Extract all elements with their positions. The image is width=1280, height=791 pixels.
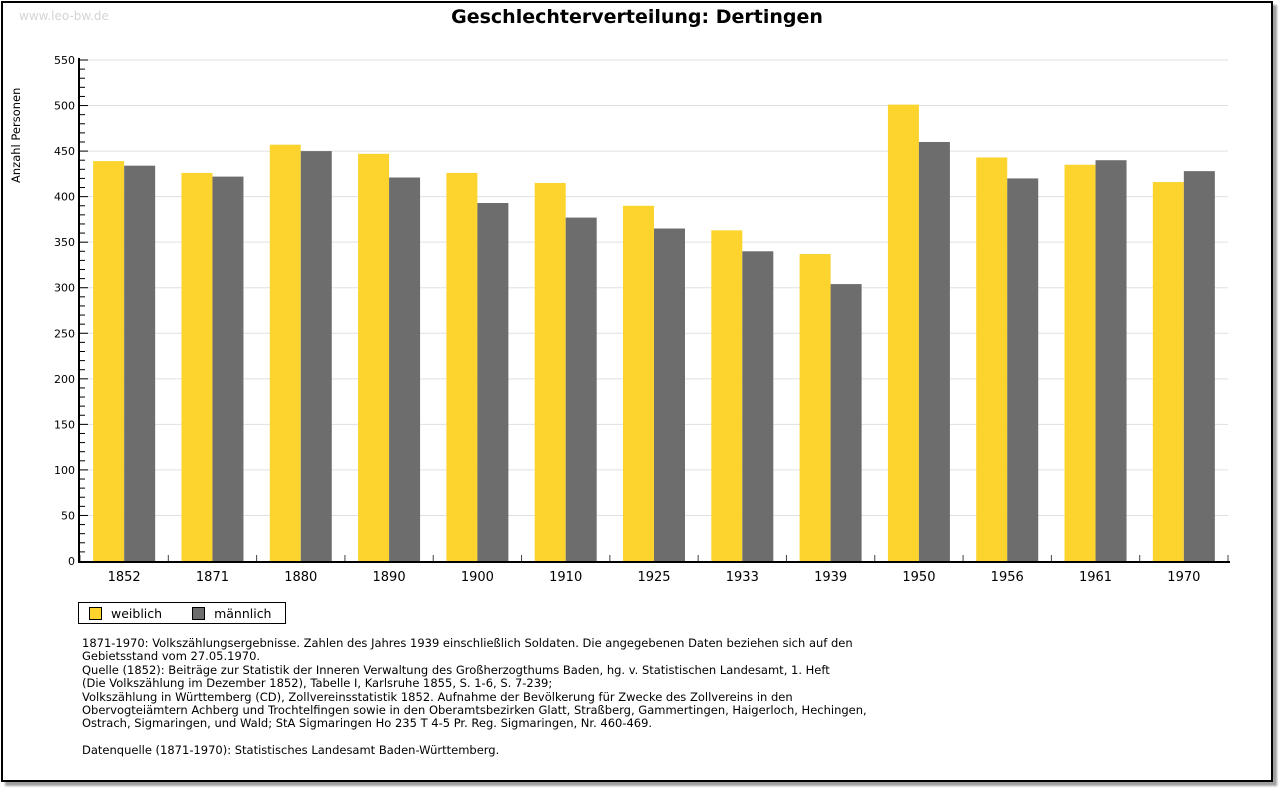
y-tick-label: 300 bbox=[54, 282, 75, 295]
y-tick-label: 400 bbox=[54, 191, 75, 204]
y-tick-label: 250 bbox=[54, 327, 75, 340]
x-tick-label: 1871 bbox=[196, 570, 229, 585]
x-tick-label: 1925 bbox=[637, 570, 670, 585]
y-tick-label: 350 bbox=[54, 236, 75, 249]
bar-weiblich-1880 bbox=[269, 144, 301, 561]
x-tick-label: 1933 bbox=[726, 570, 759, 585]
legend-label-maennlich: männlich bbox=[214, 605, 272, 621]
y-tick-label: 0 bbox=[68, 555, 75, 568]
x-tick-label: 1910 bbox=[549, 570, 582, 585]
bar-männlich-1880 bbox=[300, 151, 332, 561]
y-tick-label: 550 bbox=[54, 54, 75, 67]
bar-männlich-1950 bbox=[918, 141, 950, 561]
bar-weiblich-1852 bbox=[93, 161, 125, 562]
bar-weiblich-1961 bbox=[1064, 164, 1096, 561]
bar-weiblich-1890 bbox=[358, 153, 390, 561]
bar-männlich-1933 bbox=[742, 251, 774, 562]
bar-männlich-1871 bbox=[212, 176, 244, 561]
bar-weiblich-1910 bbox=[534, 182, 566, 562]
legend-item-weiblich: weiblich bbox=[89, 606, 162, 621]
bar-männlich-1961 bbox=[1095, 160, 1127, 561]
bar-weiblich-1933 bbox=[711, 230, 743, 561]
bar-männlich-1852 bbox=[124, 165, 156, 561]
bar-weiblich-1950 bbox=[887, 104, 919, 561]
bar-weiblich-1871 bbox=[181, 172, 213, 561]
x-tick-label: 1900 bbox=[461, 570, 494, 585]
y-tick-label: 500 bbox=[54, 100, 75, 113]
bar-chart: 0 50 100 150 200 250 300 350 400 450 500 550 1852 187… bbox=[54, 54, 1230, 585]
x-tick-label: 1950 bbox=[902, 570, 935, 585]
y-axis-line bbox=[78, 58, 80, 563]
bar-männlich-1900 bbox=[477, 203, 509, 561]
bar-weiblich-1900 bbox=[446, 172, 478, 561]
x-tick-label: 1970 bbox=[1167, 570, 1200, 585]
y-tick-label: 450 bbox=[54, 145, 75, 158]
bar-weiblich-1956 bbox=[976, 157, 1008, 561]
x-tick-label: 1890 bbox=[373, 570, 406, 585]
weiblich-swatch bbox=[89, 606, 102, 620]
bar-männlich-1939 bbox=[830, 284, 862, 561]
x-tick-label: 1961 bbox=[1079, 570, 1112, 585]
x-tick-label: 1939 bbox=[814, 570, 847, 585]
source-notes: 1871-1970: Volkszählungsergebnisse. Zahl… bbox=[82, 636, 867, 758]
watermark: www.leo-bw.de bbox=[19, 9, 109, 23]
legend-item-maennlich: männlich bbox=[192, 606, 271, 621]
x-tick-label: 1956 bbox=[991, 570, 1024, 585]
y-tick-label: 100 bbox=[54, 464, 75, 477]
legend: weiblich männlich bbox=[78, 602, 287, 624]
y-tick-label: 50 bbox=[61, 509, 75, 522]
bar-männlich-1970 bbox=[1183, 171, 1215, 561]
bar-männlich-1956 bbox=[1007, 178, 1039, 561]
bar-männlich-1890 bbox=[389, 177, 421, 562]
bar-männlich-1925 bbox=[654, 228, 685, 561]
bar-weiblich-1970 bbox=[1152, 182, 1184, 561]
maennlich-swatch bbox=[192, 606, 206, 620]
page-title: Geschlechterverteilung: Dertingen bbox=[451, 6, 823, 28]
bar-weiblich-1939 bbox=[799, 254, 831, 562]
legend-label-weiblich: weiblich bbox=[111, 605, 163, 621]
y-tick-label: 150 bbox=[54, 418, 75, 431]
x-axis-line bbox=[78, 561, 1230, 563]
x-tick-label: 1880 bbox=[284, 570, 317, 585]
bar-männlich-1910 bbox=[565, 217, 597, 561]
bar-weiblich-1925 bbox=[623, 205, 654, 561]
x-tick-label: 1852 bbox=[108, 570, 141, 585]
y-tick-label: 200 bbox=[54, 373, 75, 386]
